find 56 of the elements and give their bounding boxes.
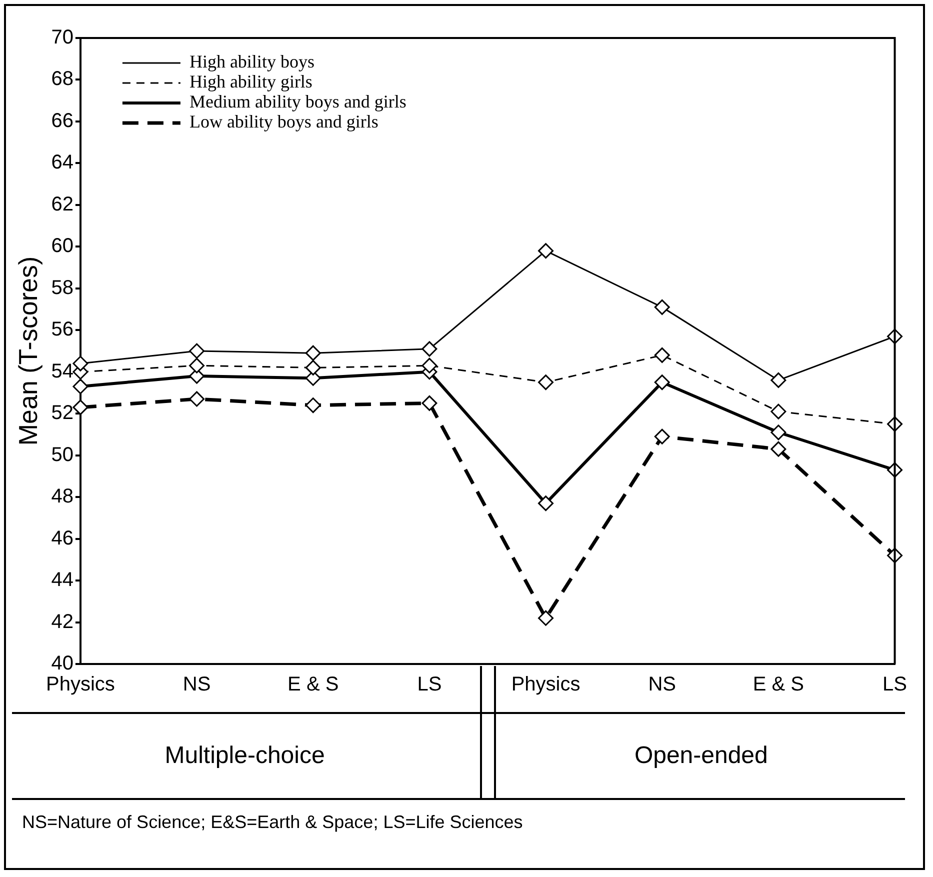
y-tick-label: 54	[51, 360, 74, 382]
point	[654, 299, 670, 315]
point	[72, 378, 88, 394]
legend-label: High ability girls	[189, 72, 312, 92]
y-tick-label: 42	[51, 610, 74, 633]
y-tick-label: 50	[51, 444, 74, 466]
y-tick-label: 64	[51, 152, 74, 174]
point	[770, 424, 786, 440]
y-tick-label: 58	[51, 276, 74, 299]
legend-label: Medium ability boys and girls	[189, 92, 406, 112]
x-tick-label: E & S	[288, 674, 339, 696]
x-tick-label: LS	[882, 674, 908, 696]
y-tick-label: 62	[51, 193, 74, 216]
point	[72, 356, 88, 372]
y-tick-label: 70	[51, 26, 74, 49]
point	[654, 428, 670, 444]
text: Multiple-choice	[164, 741, 326, 771]
point	[305, 360, 321, 376]
x-tick-label: E & S	[752, 674, 804, 696]
y-tick-label: 68	[51, 68, 74, 90]
point	[422, 358, 438, 374]
point	[654, 374, 670, 390]
point	[422, 341, 438, 357]
point	[538, 243, 554, 259]
point	[189, 358, 205, 374]
point	[770, 441, 786, 457]
legend-label: Low ability boys and girls	[189, 112, 378, 132]
x-tick-label: LS	[417, 674, 442, 696]
point	[189, 391, 205, 407]
point	[305, 345, 321, 361]
point	[305, 398, 321, 414]
y-tick-label: 48	[51, 486, 74, 508]
y-axis-title: Mean (T-scores)	[12, 256, 43, 446]
point	[770, 372, 786, 388]
y-tick-label: 40	[51, 652, 74, 675]
y-tick-label: 44	[51, 569, 74, 592]
point	[72, 400, 88, 416]
y-tick-label: 46	[51, 527, 74, 550]
x-tick-label: NS	[648, 674, 676, 696]
y-tick-label: 60	[51, 235, 74, 258]
y-tick-label: 52	[51, 402, 74, 424]
x-tick-label: Physics	[46, 674, 115, 696]
x-tick-label: NS	[182, 674, 211, 696]
y-tick-label: 56	[51, 318, 74, 341]
y-tick-label: 66	[51, 110, 74, 132]
text: NS=Nature of Science; E&S=Earth & Space; LS=Life Sciences	[22, 812, 523, 833]
point	[189, 343, 205, 359]
point	[770, 404, 786, 420]
point	[538, 496, 554, 512]
point	[654, 347, 670, 363]
point	[422, 395, 438, 411]
legend-label: High ability boys	[189, 52, 314, 72]
point	[538, 610, 554, 626]
x-tick-label: Physics	[511, 674, 580, 696]
point	[538, 374, 554, 390]
text: Open-ended	[633, 741, 769, 771]
